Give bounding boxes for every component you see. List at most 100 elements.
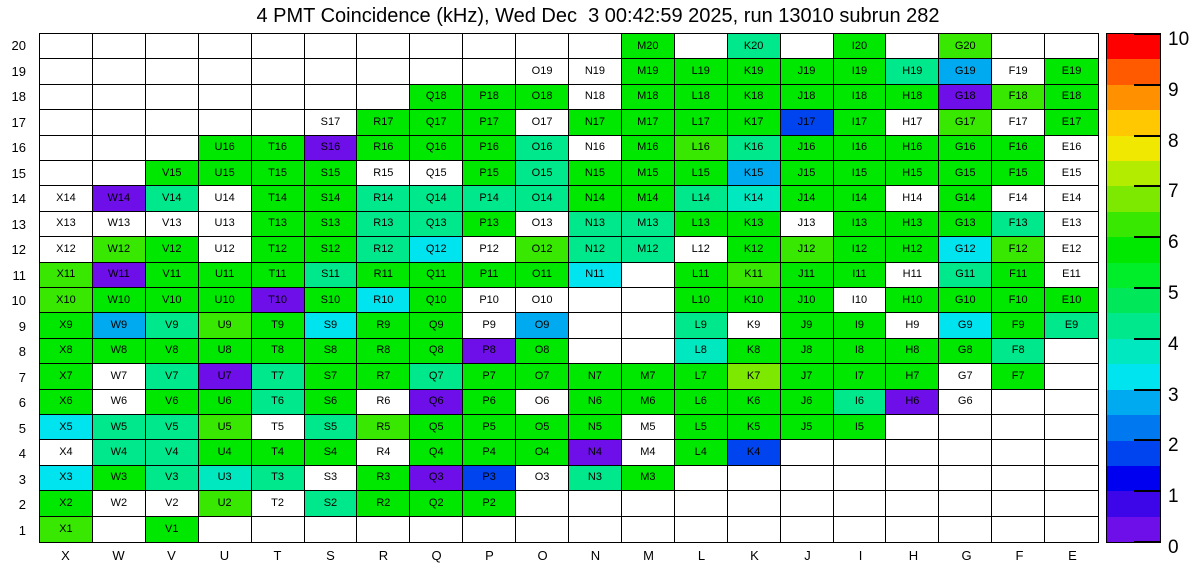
colorbar-segment [1107,135,1160,162]
colorbar-label-10: 10 [1168,29,1190,50]
row-label-11: 11 [12,267,27,283]
cell-G8: G8 [939,338,993,365]
empty-cell [463,516,517,542]
colorbar-label-8: 8 [1168,130,1179,152]
empty-cell [992,414,1046,441]
cell-G13: G13 [939,211,993,238]
cell-H18: H18 [886,84,940,111]
cell-G20: G20 [939,34,993,60]
cell-J7: J7 [780,364,834,390]
cell-P14: P14 [463,186,517,212]
cell-I17: I17 [833,110,887,136]
cell-U5: U5 [198,414,252,441]
empty-cell [674,465,728,492]
cell-L11: L11 [674,262,728,288]
cell-I13: I13 [833,211,887,238]
empty-cell [145,34,199,60]
cell-T16: T16 [251,135,305,161]
cell-U16: U16 [198,135,252,161]
cell-P18: P18 [463,84,517,111]
colorbar-segment [1107,59,1160,85]
cell-S10: S10 [304,287,358,314]
cell-O7: O7 [516,364,569,390]
row-label-16: 16 [11,140,26,156]
cell-J18: J18 [780,84,834,111]
cell-S12: S12 [304,237,358,263]
cell-W2: W2 [92,491,146,517]
cell-O3: O3 [516,465,569,492]
cell-T11: T11 [251,262,305,288]
cell-Q16: Q16 [410,135,464,161]
empty-cell [463,59,517,85]
column-label-F: F [1015,548,1024,563]
cell-H10: H10 [886,287,940,314]
cell-F10: F10 [992,287,1046,314]
cell-W11: W11 [92,262,146,288]
cell-J17: J17 [780,110,834,136]
cell-L4: L4 [674,440,728,466]
column-label-G: G [961,548,972,563]
cell-E13: E13 [1045,212,1098,238]
cell-V5: V5 [145,414,199,441]
cell-U12: U12 [198,237,252,263]
cell-I10: I10 [833,287,887,314]
cell-L17: L17 [674,110,728,136]
cell-W12: W12 [92,237,146,263]
cell-K20: K20 [727,34,781,60]
cell-V12: V12 [145,237,199,263]
cell-H9: H9 [886,313,940,339]
empty-cell [198,34,252,60]
cell-N13: N13 [569,211,622,238]
cell-X8: X8 [40,338,93,365]
cell-U4: U4 [198,440,252,466]
colorbar-segment [1107,313,1160,339]
cell-Q15: Q15 [410,160,464,187]
colorbar-segment [1107,211,1160,238]
cell-J8: J8 [780,338,834,365]
cell-T15: T15 [251,160,305,187]
heatmap-grid: M20 K20 I20 G20 O19 N19 M19 L19 K19 J19 I19 H19 G19 F… [39,33,1099,543]
empty-cell [727,465,781,492]
colorbar-label-0: 0 [1168,537,1179,558]
empty-cell [569,491,622,517]
cell-P6: P6 [463,389,517,415]
colorbar-segment [1107,84,1160,111]
cell-W3: W3 [92,465,146,492]
row-label-9: 9 [18,318,26,334]
column-label-I: I [858,548,863,563]
cell-R9: R9 [357,313,411,339]
empty-cell [992,440,1046,466]
cell-V3: V3 [145,465,199,492]
cell-X14: X14 [40,186,93,212]
cell-M14: M14 [621,186,675,212]
cell-F8: F8 [992,338,1046,365]
cell-H17: H17 [886,110,940,136]
row-label-12: 12 [11,242,26,258]
empty-cell [992,389,1046,415]
cell-I20: I20 [833,34,887,60]
row-label-3: 3 [18,471,26,487]
empty-cell [939,465,993,492]
empty-cell [516,34,569,60]
colorbar-segment [1107,288,1160,314]
empty-cell [621,262,675,288]
cell-S13: S13 [304,211,358,238]
row-label-2: 2 [18,497,26,513]
cell-X3: X3 [40,465,93,492]
colorbar-segment [1107,465,1160,492]
empty-cell [251,110,305,136]
cell-P8: P8 [463,338,517,365]
empty-cell [357,34,411,60]
empty-cell [1045,491,1098,517]
cell-S4: S4 [304,440,358,466]
empty-cell [939,440,993,466]
cell-P5: P5 [463,414,517,441]
empty-cell [1045,34,1098,60]
cell-P17: P17 [463,110,517,136]
empty-cell [569,516,622,542]
empty-cell [251,34,305,60]
empty-cell [1045,517,1098,542]
cell-J6: J6 [780,389,834,415]
empty-cell [357,59,411,85]
